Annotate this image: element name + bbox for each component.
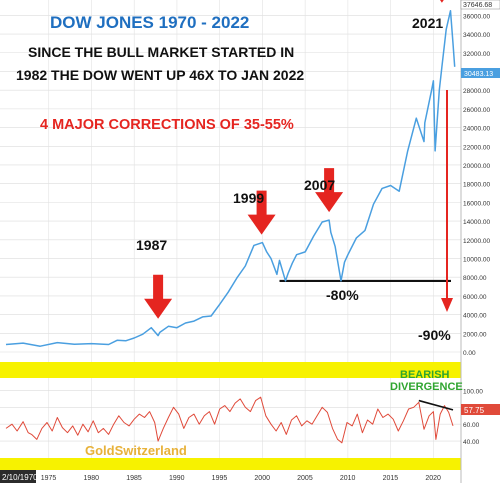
divergence-label-line-1: BEARISH <box>400 369 450 381</box>
label-1999: 1999 <box>233 190 264 206</box>
lower-grid <box>0 390 461 442</box>
y-tick-label: 36000.00 <box>463 13 490 20</box>
y-tick-label: 26000.00 <box>463 107 490 114</box>
x-axis-ticks: 1975 1980 1985 1990 1995 2000 2005 2010 2015 2020 <box>41 475 441 482</box>
drawdown-label: -80% <box>326 287 359 303</box>
indicator-path <box>5 396 454 444</box>
y-tick-label: 16000.00 <box>463 200 490 207</box>
x-tick-label: 1990 <box>169 475 185 482</box>
y-tick-label: 24000.00 <box>463 126 490 133</box>
forecast-arrow-head <box>441 298 453 312</box>
high-price-tag: 37646.68 <box>463 2 492 9</box>
y-tick-label: 0.00 <box>463 350 476 357</box>
bearish-divergence-trendline <box>418 399 454 411</box>
y-tick-label: 100.00 <box>463 388 483 395</box>
last-price-tag: 30483.13 <box>464 71 493 78</box>
dow-price-line <box>5 9 456 347</box>
y-tick-label: 34000.00 <box>463 32 490 39</box>
high-price-tag-box <box>460 0 500 10</box>
main-y-axis-ticks: 0.00 2000.00 4000.00 6000.00 8000.00 10000.00… <box>463 13 490 357</box>
x-tick-label: 1995 <box>212 475 228 482</box>
indicator-value-tag-box <box>461 404 500 415</box>
x-tick-label: 2020 <box>425 475 441 482</box>
y-tick-label: 60.00 <box>463 422 480 429</box>
down-arrow-2007 <box>315 168 344 213</box>
correction-arrows <box>144 0 444 319</box>
y-tick-label: 6000.00 <box>463 294 487 301</box>
x-tick-label: 2005 <box>297 475 313 482</box>
dow-price-path <box>5 9 456 347</box>
label-2007: 2007 <box>304 177 335 193</box>
indicator-value-tag: 57.75 <box>464 406 485 415</box>
y-tick-label: 40.00 <box>463 439 480 446</box>
start-date-box <box>0 470 36 483</box>
y-tick-label: 32000.00 <box>463 51 490 58</box>
label-2021: 2021 <box>412 15 443 31</box>
down-arrow-1987 <box>144 274 173 319</box>
last-price-tag-box <box>461 68 500 78</box>
x-tick-label: 2010 <box>340 475 356 482</box>
corrections-note: 4 MAJOR CORRECTIONS OF 35-55% <box>40 117 294 133</box>
forecast-label: -90% <box>418 327 451 343</box>
x-tick-label: 1975 <box>41 475 57 482</box>
right-axis-panel <box>461 0 500 483</box>
y-tick-label: 12000.00 <box>463 238 490 245</box>
x-tick-label: 2000 <box>254 475 270 482</box>
y-tick-label: 18000.00 <box>463 182 490 189</box>
momentum-indicator-line <box>5 396 454 444</box>
label-1987: 1987 <box>136 237 167 253</box>
y-tick-label: 2000.00 <box>463 331 487 338</box>
y-tick-label: 10000.00 <box>463 256 490 263</box>
y-tick-label: 22000.00 <box>463 144 490 151</box>
down-arrow-2021 <box>440 0 444 3</box>
chart-title: DOW JONES 1970 - 2022 <box>50 13 249 32</box>
y-tick-label: 8000.00 <box>463 275 487 282</box>
y-tick-label: 4000.00 <box>463 313 487 320</box>
y-tick-label: 14000.00 <box>463 219 490 226</box>
date-axis-band <box>0 458 461 470</box>
brand-watermark: GoldSwitzerland <box>85 443 187 458</box>
subtitle-line-1: SINCE THE BULL MARKET STARTED IN <box>28 44 294 60</box>
down-arrow-1999 <box>247 190 276 235</box>
subtitle-line-2: 1982 THE DOW WENT UP 46X TO JAN 2022 <box>16 67 304 83</box>
x-tick-label: 1980 <box>83 475 99 482</box>
x-tick-label: 2015 <box>383 475 399 482</box>
divider-band <box>0 362 461 378</box>
y-tick-label: 28000.00 <box>463 88 490 95</box>
x-tick-label: 1985 <box>126 475 142 482</box>
start-date-label: 2/10/1970 <box>2 473 38 482</box>
y-tick-label: 20000.00 <box>463 163 490 170</box>
divergence-label-line-2: DIVERGENCE <box>390 381 463 393</box>
